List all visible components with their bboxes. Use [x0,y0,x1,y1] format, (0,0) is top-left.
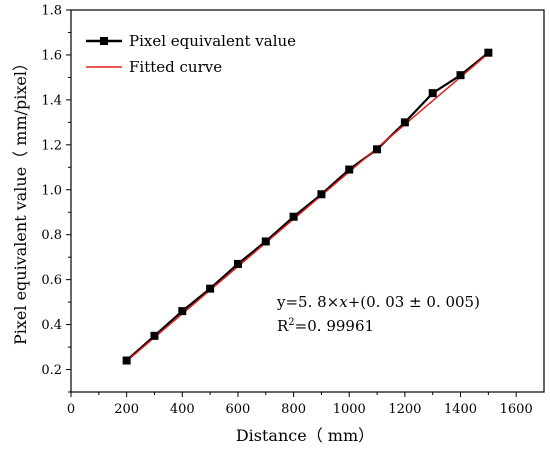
y-tick-label: 1.2 [41,138,62,153]
legend: Pixel equivalent value Fitted curve [86,32,296,76]
x-tick-label: 400 [170,402,195,417]
r-squared-base: R [277,317,289,335]
y-tick-label: 1.0 [41,183,62,198]
x-tick-label: 200 [114,402,139,417]
legend-label-pixel-equivalent: Pixel equivalent value [129,32,296,50]
ticks: 0 200 400 600 800 1000 1200 1400 1600 0.2 0.4 0.6 0.… [41,4,532,418]
series-layer [122,48,493,365]
data-point [178,307,187,316]
data-point [345,165,354,174]
fit-equation-suffix: +(0. 03 ± 0. 005) [348,293,480,311]
r-squared: R2=0. 99961 [277,317,374,335]
plot-frame [70,9,545,393]
y-tick-label: 1.8 [41,4,62,19]
y-tick-label: 1.6 [41,48,62,63]
y-axis-title: Pixel equivalent value（ mm/pixel） [11,55,30,345]
r-squared-exponent: 2 [288,317,294,328]
data-point [400,118,409,127]
x-tick-label: 1200 [388,402,421,417]
x-tick-label: 800 [281,402,306,417]
x-tick-label: 0 [67,402,75,417]
x-axis-title: Distance（ mm） [236,426,374,445]
data-point [373,145,382,154]
series-line-fitted-curve [126,52,489,362]
y-tick-label: 0.4 [41,318,62,333]
y-tick-label: 0.8 [41,228,62,243]
axes [70,9,545,393]
data-point [456,71,465,80]
data-point [484,48,493,57]
x-tick-label: 1400 [444,402,477,417]
data-point [122,356,131,365]
data-point [206,284,215,293]
fit-equation-prefix: y=5. 8× [276,293,339,311]
data-point [428,89,437,98]
y-tick-label: 1.4 [41,93,62,108]
data-point [150,331,159,340]
x-tick-label: 1000 [333,402,366,417]
data-point [233,259,242,268]
data-point [317,190,326,199]
r-squared-value: =0. 99961 [295,317,374,335]
y-tick-label: 0.2 [41,363,62,378]
x-tick-label: 1600 [500,402,533,417]
fit-annotation: y=5. 8×x+(0. 03 ± 0. 005) R2=0. 99961 [276,293,480,335]
legend-marker-square [100,37,108,45]
legend-label-fitted-curve: Fitted curve [129,58,222,76]
x-tick-label: 600 [226,402,251,417]
series-line-pixel-equivalent [125,51,490,362]
data-point [289,212,298,221]
data-point [261,237,270,246]
fit-equation-variable: x [339,293,348,311]
y-tick-label: 0.6 [41,273,62,288]
fit-equation: y=5. 8×x+(0. 03 ± 0. 005) [276,293,480,311]
